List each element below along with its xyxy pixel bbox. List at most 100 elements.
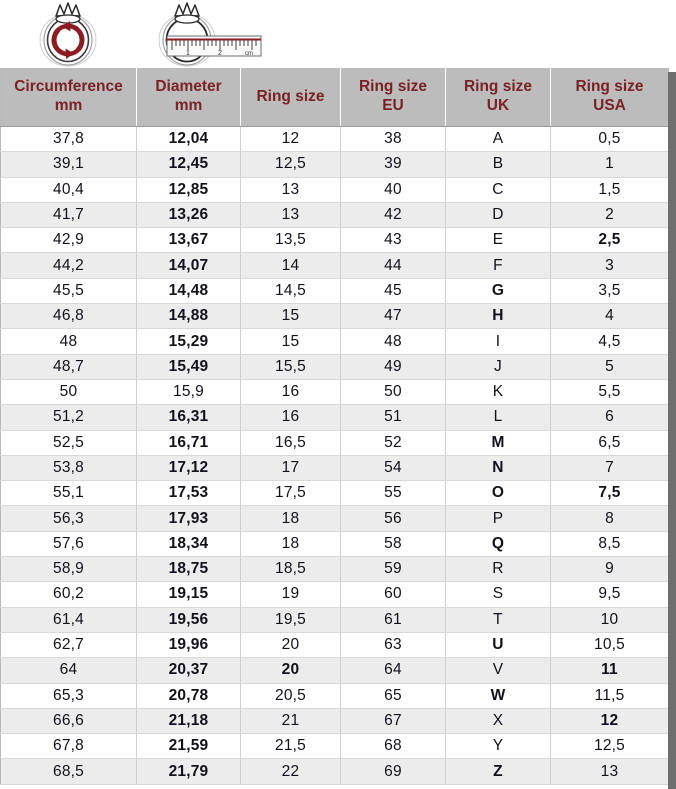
cell-ring_size_eu: 60 — [340, 581, 446, 608]
cell-ring_size_uk: F — [445, 252, 551, 279]
cell-ring_size_uk: X — [445, 708, 551, 735]
table-row: 61,4 19,56 19,5 61 T 10 — [0, 607, 669, 633]
cell-ring_size_eu: 63 — [340, 632, 446, 659]
column-header-ring-size-uk-title: Ring size — [463, 78, 533, 96]
cell-diameter: 17,93 — [136, 505, 241, 532]
ring-circumference-icon — [39, 2, 97, 67]
cell-ring_size_usa: 8 — [550, 505, 669, 532]
cell-ring_size: 15 — [240, 303, 341, 330]
cell-circumference: 46,8 — [0, 303, 137, 330]
cell-ring_size_usa: 9,5 — [550, 581, 669, 608]
cell-diameter: 12,85 — [136, 177, 241, 203]
cell-ring_size_eu: 39 — [340, 151, 446, 178]
table-row: 39,1 12,45 12,5 39 B 1 — [0, 151, 669, 178]
cell-ring_size_usa: 5,5 — [550, 379, 669, 406]
cell-ring_size: 13,5 — [240, 227, 341, 254]
cell-circumference: 57,6 — [0, 531, 137, 558]
column-header-ring-size-eu-unit: EU — [382, 97, 404, 114]
cell-ring_size: 19,5 — [240, 607, 341, 633]
column-header-ring-size-usa: Ring size USA — [550, 68, 669, 127]
cell-ring_size: 21 — [240, 708, 341, 735]
cell-ring_size_usa: 5 — [550, 354, 669, 380]
cell-diameter: 14,88 — [136, 303, 241, 330]
ring-size-table: Circumference mm Diameter mm Ring size R… — [0, 68, 669, 785]
ring-size-table-container: Circumference mm Diameter mm Ring size R… — [0, 68, 676, 789]
cell-circumference: 67,8 — [0, 733, 137, 760]
cell-ring_size_uk: U — [445, 632, 551, 659]
cell-ring_size_eu: 44 — [340, 252, 446, 279]
cell-circumference: 48 — [0, 328, 137, 355]
cell-ring_size_eu: 51 — [340, 404, 446, 431]
cell-ring_size_usa: 2 — [550, 202, 669, 229]
table-row: 57,6 18,34 18 58 Q 8,5 — [0, 531, 669, 558]
ruler-label-2: 2 — [218, 50, 222, 57]
cell-ring_size_uk: P — [445, 505, 551, 532]
cell-ring_size_uk: D — [445, 202, 551, 229]
cell-diameter: 16,31 — [136, 404, 241, 431]
cell-ring_size: 19 — [240, 581, 341, 608]
table-row: 56,3 17,93 18 56 P 8 — [0, 505, 669, 532]
cell-ring_size_usa: 4 — [550, 303, 669, 330]
cell-ring_size_uk: K — [445, 379, 551, 406]
cell-diameter: 12,45 — [136, 151, 241, 178]
cell-ring_size_eu: 50 — [340, 379, 446, 406]
cell-ring_size_usa: 9 — [550, 556, 669, 583]
cell-ring_size_usa: 12,5 — [550, 733, 669, 760]
cell-ring_size: 21,5 — [240, 733, 341, 760]
cell-ring_size_eu: 54 — [340, 455, 446, 482]
cell-ring_size_eu: 65 — [340, 683, 446, 709]
cell-ring_size_eu: 42 — [340, 202, 446, 229]
cell-diameter: 15,9 — [136, 379, 241, 406]
cell-circumference: 66,6 — [0, 708, 137, 735]
table-row: 51,2 16,31 16 51 L 6 — [0, 404, 669, 431]
cell-ring_size_uk: V — [445, 657, 551, 684]
cell-circumference: 39,1 — [0, 151, 137, 178]
cell-ring_size_uk: J — [445, 354, 551, 380]
cell-ring_size_eu: 38 — [340, 126, 446, 153]
cell-diameter: 20,37 — [136, 657, 241, 684]
column-header-diameter-unit: mm — [174, 97, 203, 114]
cell-circumference: 51,2 — [0, 404, 137, 431]
cell-circumference: 40,4 — [0, 177, 137, 203]
table-row: 52,5 16,71 16,5 52 M 6,5 — [0, 430, 669, 456]
cell-diameter: 20,78 — [136, 683, 241, 709]
cell-circumference: 52,5 — [0, 430, 137, 456]
cell-diameter: 17,12 — [136, 455, 241, 482]
cell-ring_size: 12 — [240, 126, 341, 153]
cell-ring_size_usa: 8,5 — [550, 531, 669, 558]
column-header-ring-size-usa-title: Ring size — [575, 78, 644, 96]
column-header-circumference-unit: mm — [54, 97, 83, 114]
table-row: 48,7 15,49 15,5 49 J 5 — [0, 354, 669, 380]
cell-ring_size: 18,5 — [240, 556, 341, 583]
table-row: 46,8 14,88 15 47 H 4 — [0, 303, 669, 330]
cell-ring_size_usa: 0,5 — [550, 126, 669, 153]
cell-ring_size_uk: H — [445, 303, 551, 330]
cell-ring_size_eu: 56 — [340, 505, 446, 532]
table-row: 53,8 17,12 17 54 N 7 — [0, 455, 669, 482]
cell-ring_size_eu: 49 — [340, 354, 446, 380]
cell-ring_size: 14 — [240, 252, 341, 279]
cell-ring_size: 16,5 — [240, 430, 341, 456]
cell-ring_size: 15,5 — [240, 354, 341, 380]
cell-circumference: 44,2 — [0, 252, 137, 279]
table-row: 40,4 12,85 13 40 C 1,5 — [0, 177, 669, 203]
cell-ring_size_usa: 12 — [550, 708, 669, 735]
cell-ring_size_usa: 10 — [550, 607, 669, 633]
table-row: 37,8 12,04 12 38 A 0,5 — [0, 126, 669, 153]
column-header-diameter-title: Diameter — [155, 78, 222, 96]
ruler-label-1: 1 — [186, 50, 190, 57]
column-header-circumference: Circumference mm — [0, 68, 137, 127]
cell-ring_size_uk: N — [445, 455, 551, 482]
cell-diameter: 13,67 — [136, 227, 241, 254]
cell-ring_size_usa: 7 — [550, 455, 669, 482]
table-row: 62,7 19,96 20 63 U 10,5 — [0, 632, 669, 659]
cell-ring_size: 22 — [240, 758, 341, 785]
cell-circumference: 45,5 — [0, 278, 137, 305]
cell-ring_size_uk: R — [445, 556, 551, 583]
cell-ring_size: 18 — [240, 505, 341, 532]
cell-circumference: 64 — [0, 657, 137, 684]
cell-circumference: 50 — [0, 379, 137, 406]
cell-ring_size_uk: Z — [445, 758, 551, 785]
table-shadow-right — [668, 72, 676, 789]
column-header-ring-size-eu: Ring size EU — [340, 68, 446, 127]
